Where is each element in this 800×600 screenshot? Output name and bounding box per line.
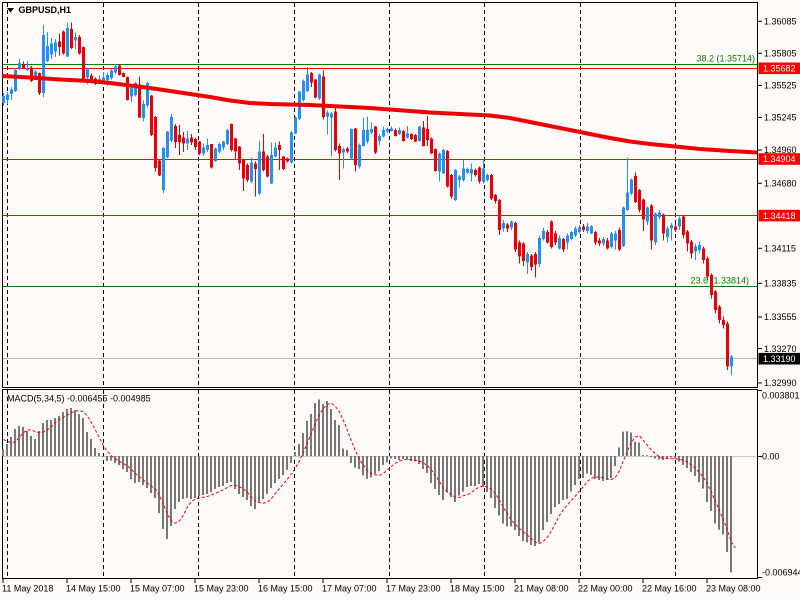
svg-text:17 May 23:00: 17 May 23:00 xyxy=(386,584,441,594)
svg-text:1.36085: 1.36085 xyxy=(764,17,797,27)
svg-text:1.35805: 1.35805 xyxy=(764,49,797,59)
svg-text:1.35525: 1.35525 xyxy=(764,81,797,91)
svg-text:1.35245: 1.35245 xyxy=(764,113,797,123)
svg-text:1.33190: 1.33190 xyxy=(763,354,796,364)
svg-text:1.34960: 1.34960 xyxy=(764,145,797,155)
svg-text:1.34680: 1.34680 xyxy=(764,179,797,189)
svg-text:0.003801: 0.003801 xyxy=(762,391,800,401)
svg-text:38.2 (1.35714): 38.2 (1.35714) xyxy=(696,54,755,64)
svg-text:1.35682: 1.35682 xyxy=(763,64,796,74)
svg-text:0.00: 0.00 xyxy=(762,452,780,462)
svg-text:17 May 07:00: 17 May 07:00 xyxy=(322,584,377,594)
svg-text:15 May 07:00: 15 May 07:00 xyxy=(130,584,185,594)
svg-text:16 May 15:00: 16 May 15:00 xyxy=(258,584,313,594)
svg-text:1.33835: 1.33835 xyxy=(764,279,797,289)
svg-text:1.33555: 1.33555 xyxy=(764,312,797,322)
svg-text:1.34115: 1.34115 xyxy=(764,244,796,254)
svg-text:22 May 16:00: 22 May 16:00 xyxy=(642,584,697,594)
svg-text:GBPUSD,H1: GBPUSD,H1 xyxy=(19,5,72,15)
svg-text:18 May 15:00: 18 May 15:00 xyxy=(450,584,505,594)
svg-text:1.34904: 1.34904 xyxy=(763,154,796,164)
svg-text:MACD(5,34,5) -0.006455 -0.0049: MACD(5,34,5) -0.006455 -0.004985 xyxy=(7,394,151,404)
svg-text:1.34418: 1.34418 xyxy=(763,211,796,221)
svg-text:22 May 00:00: 22 May 00:00 xyxy=(578,584,633,594)
svg-text:11 May 2018: 11 May 2018 xyxy=(2,584,53,594)
svg-text:21 May 08:00: 21 May 08:00 xyxy=(514,584,569,594)
svg-text:15 May 23:00: 15 May 23:00 xyxy=(194,584,249,594)
svg-text:-0.006944: -0.006944 xyxy=(762,568,800,578)
svg-text:1.32990: 1.32990 xyxy=(764,378,797,388)
svg-text:23.6 (1.33814): 23.6 (1.33814) xyxy=(690,276,749,286)
svg-text:23 May 08:00: 23 May 08:00 xyxy=(706,584,761,594)
svg-text:1.33270: 1.33270 xyxy=(764,344,797,354)
svg-text:14 May 15:00: 14 May 15:00 xyxy=(66,584,121,594)
